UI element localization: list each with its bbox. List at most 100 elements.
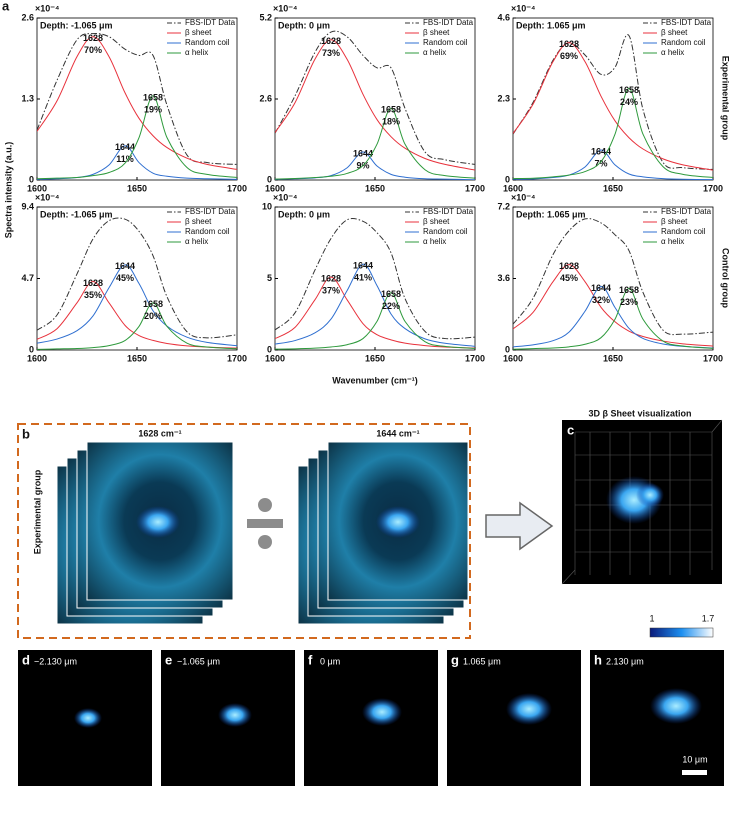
share-label: 7% [594, 158, 607, 168]
legend-label: α helix [185, 48, 208, 57]
multiplier: ×10⁻⁴ [35, 3, 59, 13]
multiplier: ×10⁻⁴ [273, 3, 297, 13]
legend-label: FBS-IDT Data [661, 207, 712, 216]
colorbar [649, 627, 714, 638]
legend-label: α helix [661, 237, 684, 246]
chart-title: Depth: -1.065 μm [40, 209, 113, 219]
y-tick-label: 10 [262, 201, 272, 211]
share-label: 18% [382, 117, 400, 127]
series-line [513, 149, 713, 180]
x-tick-label: 1650 [603, 353, 623, 363]
depth-label: 1.065 μm [463, 656, 501, 666]
y-tick-label: 9.4 [21, 201, 34, 211]
share-label: 20% [144, 311, 162, 321]
share-label: 11% [116, 154, 134, 164]
series-line [513, 285, 713, 349]
share-label: 73% [322, 48, 340, 58]
series-line [37, 264, 237, 347]
share-label: 19% [144, 104, 162, 114]
x-tick-label: 1650 [365, 183, 385, 193]
panel-letter: c [567, 422, 574, 437]
signal [506, 693, 552, 725]
y-tick-label: 0 [505, 174, 510, 184]
legend-label: α helix [661, 48, 684, 57]
series-line [513, 264, 713, 347]
depth-label: 2.130 μm [606, 656, 644, 666]
scale-bar [682, 770, 707, 775]
peak-label: 1644 [115, 142, 135, 152]
legend-label: Random coil [661, 38, 706, 47]
image-stack [297, 441, 469, 625]
x-tick-label: 1600 [27, 183, 47, 193]
group-label: Control group [721, 248, 731, 308]
legend-label: FBS-IDT Data [185, 207, 236, 216]
peak-label: 1628 [83, 33, 103, 43]
legend-label: α helix [185, 237, 208, 246]
y-tick-label: 5.2 [259, 12, 272, 22]
peak-label: 1644 [591, 146, 611, 156]
series-line [37, 95, 237, 180]
legend-label: β sheet [185, 217, 212, 226]
panel-frame [17, 423, 471, 639]
share-label: 32% [592, 295, 610, 305]
series-line [513, 218, 713, 336]
depth-label: −2.130 μm [34, 656, 77, 666]
peak-label: 1628 [321, 273, 341, 283]
peak-label: 1658 [143, 299, 163, 309]
x-tick-label: 1700 [703, 183, 723, 193]
legend-label: Random coil [423, 227, 468, 236]
x-tick-label: 1600 [503, 183, 523, 193]
peak-label: 1628 [83, 278, 103, 288]
y-axis-label: Spectra intensity (a.u.) [3, 142, 13, 239]
chart-title: Depth: 1.065 μm [516, 20, 586, 30]
x-tick-label: 1650 [127, 183, 147, 193]
share-label: 69% [560, 51, 578, 61]
panel-letter: g [451, 652, 459, 667]
panel-letter: e [165, 652, 172, 667]
legend-label: α helix [423, 237, 446, 246]
share-label: 24% [620, 97, 638, 107]
y-tick-label: 0 [267, 174, 272, 184]
signal [362, 698, 402, 726]
y-tick-label: 5 [267, 273, 272, 283]
peak-label: 1628 [321, 36, 341, 46]
arrow [485, 501, 554, 551]
panel-title: 3D β Sheet visualization [588, 408, 691, 418]
series-line [37, 281, 237, 349]
x-tick-label: 1600 [265, 183, 285, 193]
volume-view [561, 419, 723, 585]
channel-label: 1628 cm⁻¹ [138, 428, 181, 438]
multiplier: ×10⁻⁴ [511, 3, 535, 13]
legend-label: Random coil [185, 227, 230, 236]
series-line [275, 39, 475, 171]
chart-title: Depth: -1.065 μm [40, 20, 113, 30]
scale-label: 10 μm [682, 754, 707, 764]
y-tick-label: 0 [505, 344, 510, 354]
group-label: Experimental group [721, 56, 731, 141]
signal [650, 688, 702, 724]
x-tick-label: 1700 [227, 183, 247, 193]
channel-label: 1644 cm⁻¹ [376, 428, 419, 438]
y-tick-label: 4.6 [497, 12, 510, 22]
peak-label: 1658 [619, 285, 639, 295]
y-tick-label: 1.3 [21, 93, 34, 103]
peak-label: 1644 [353, 261, 373, 271]
share-label: 35% [84, 290, 102, 300]
legend-label: Random coil [423, 38, 468, 47]
legend-label: Random coil [661, 227, 706, 236]
colorbar-label: 1 [649, 613, 654, 623]
signal [74, 708, 102, 728]
panel-letter: a [2, 0, 10, 13]
x-tick-label: 1700 [465, 183, 485, 193]
x-tick-label: 1700 [703, 353, 723, 363]
x-tick-label: 1600 [27, 353, 47, 363]
y-tick-label: 4.7 [21, 273, 34, 283]
series-line [275, 218, 475, 340]
share-label: 70% [84, 45, 102, 55]
legend-label: FBS-IDT Data [423, 207, 474, 216]
peak-label: 1644 [353, 148, 373, 158]
peak-label: 1658 [143, 92, 163, 102]
panel-letter: f [308, 652, 313, 667]
x-tick-label: 1600 [265, 353, 285, 363]
